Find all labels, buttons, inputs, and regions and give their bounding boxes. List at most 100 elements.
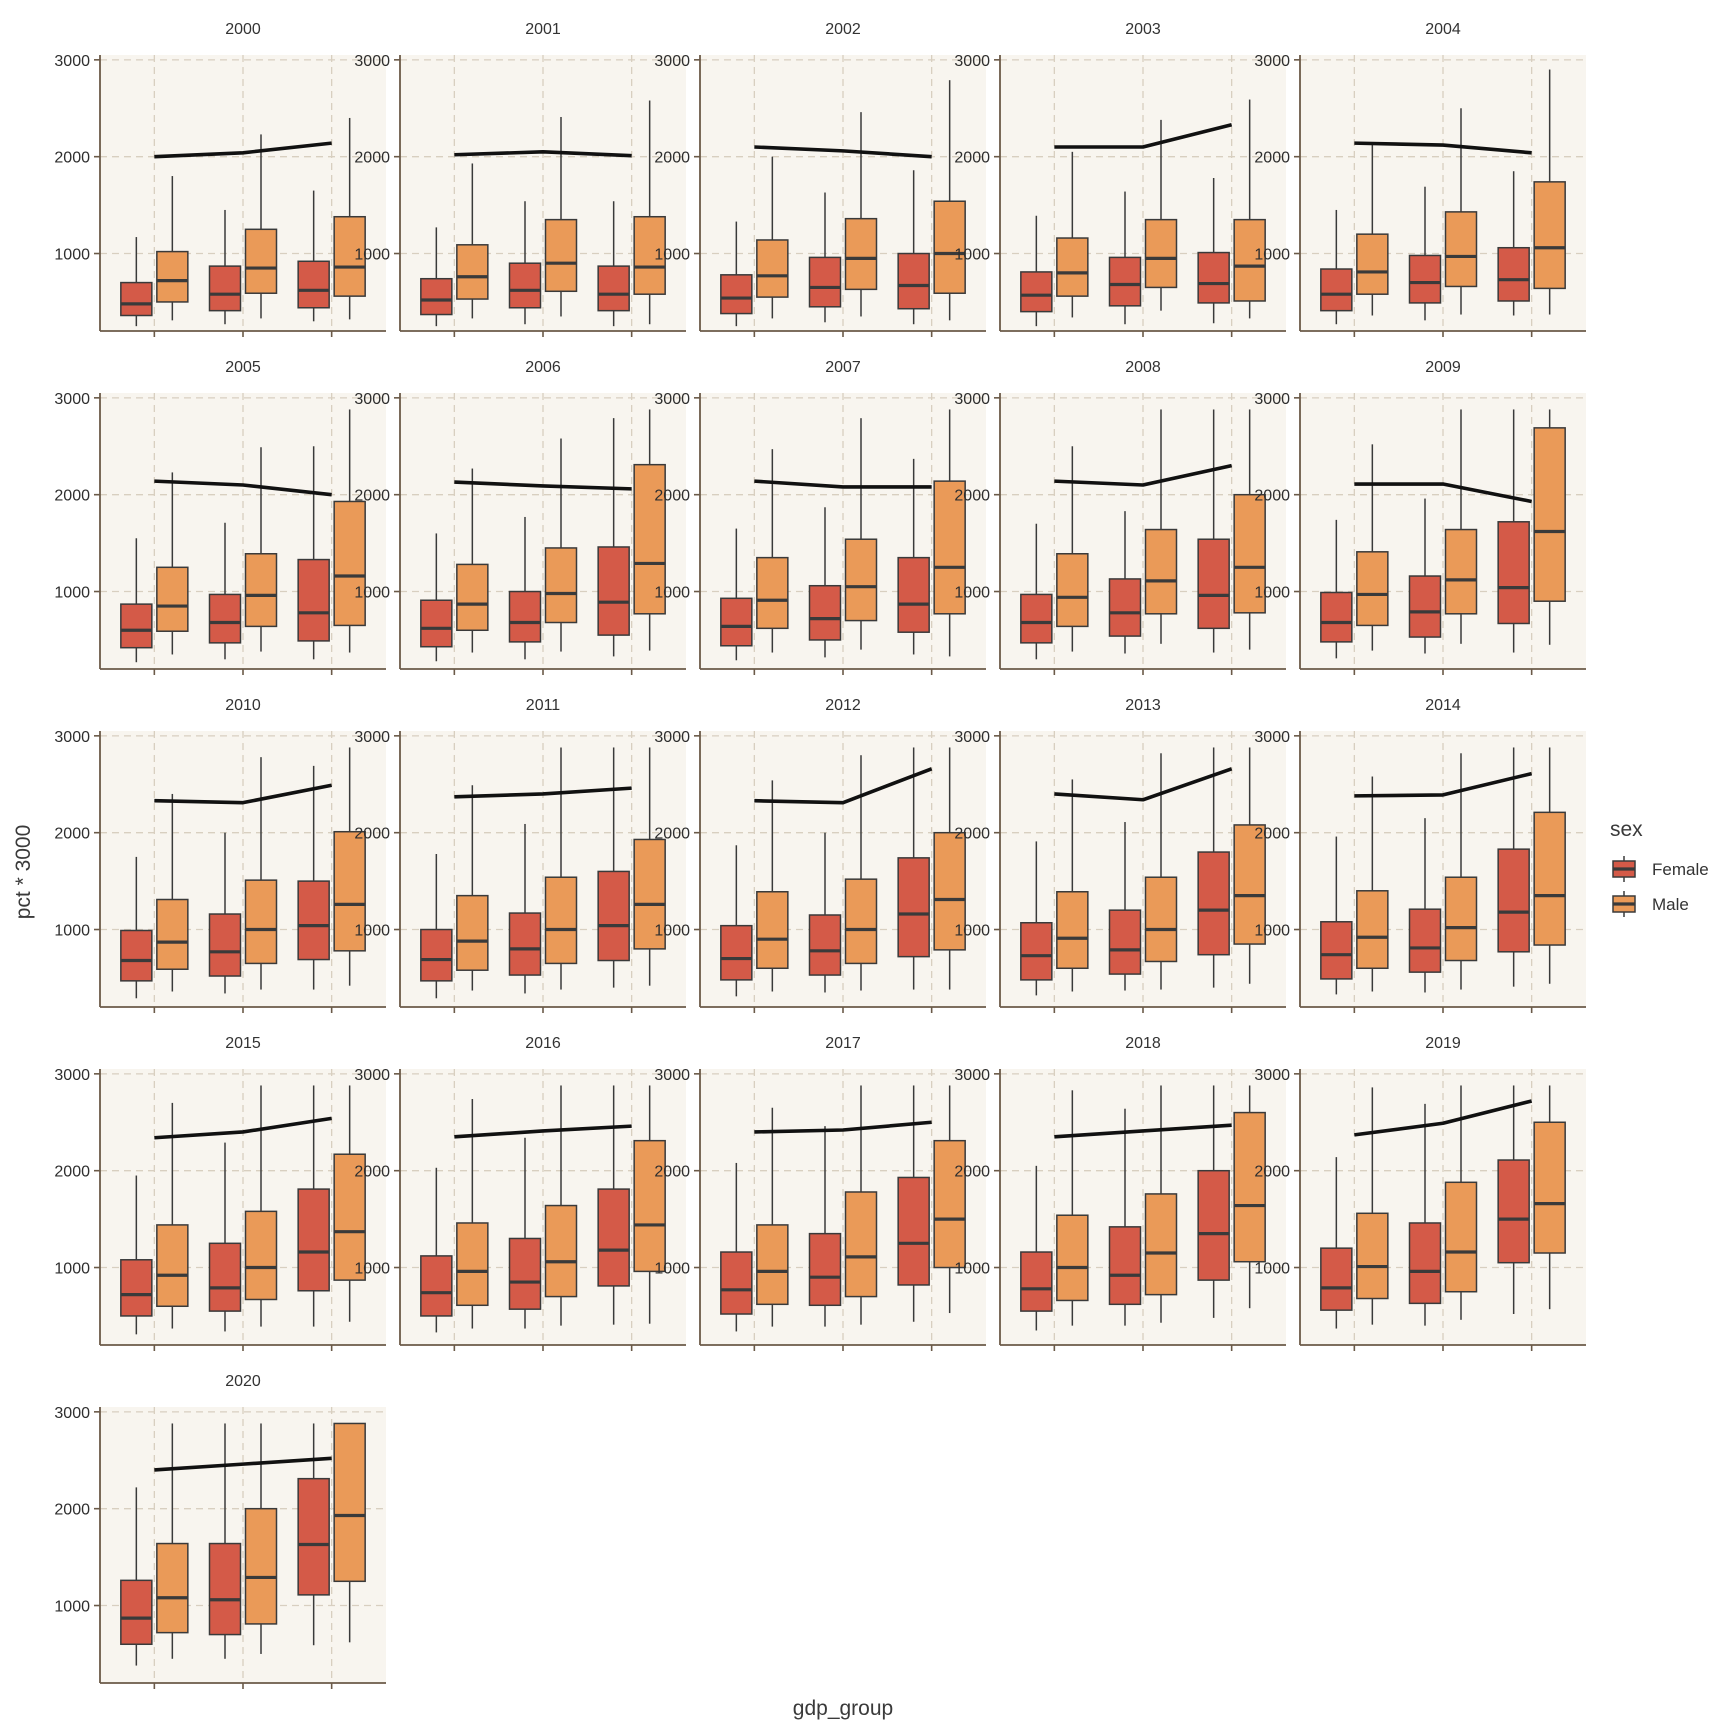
y-tick-label: 2000 — [954, 488, 990, 505]
box-female-group-1 — [120, 1175, 153, 1335]
box-iqr — [244, 1507, 278, 1625]
box-male-group-2 — [1144, 1085, 1178, 1323]
y-tick-label: 2000 — [354, 150, 390, 167]
box-male-group-1 — [1056, 446, 1089, 652]
y-tick-label: 1000 — [954, 247, 990, 264]
facet-panel-2014: 2014 1000 2000 3000 — [1254, 697, 1586, 1013]
y-tick-label: 2000 — [54, 1164, 90, 1181]
box-iqr — [1497, 521, 1530, 625]
box-iqr — [897, 252, 930, 310]
y-tick-label: 2000 — [654, 826, 690, 843]
facet-panel-2015: 2015 1000 2000 3000 — [54, 1035, 386, 1351]
box-iqr — [156, 566, 189, 632]
box-iqr — [208, 265, 242, 312]
mean-trend-line — [754, 1120, 932, 1134]
box-male-group-1 — [1356, 776, 1389, 992]
facet-title: 2002 — [825, 21, 861, 38]
box-iqr — [1497, 246, 1530, 302]
box-male-group-2 — [844, 418, 878, 650]
box-iqr — [1320, 591, 1353, 643]
box-female-group-2 — [208, 522, 242, 660]
y-tick-label: 1000 — [954, 1261, 990, 1278]
box-iqr — [508, 1237, 542, 1310]
box-female-group-2 — [1108, 822, 1142, 991]
box-female-group-1 — [1320, 836, 1353, 995]
box-iqr — [208, 1242, 242, 1312]
box-iqr — [508, 912, 542, 976]
box-female-group-1 — [420, 227, 453, 327]
box-male-group-3 — [333, 409, 366, 653]
y-tick-label: 3000 — [54, 391, 90, 408]
y-tick-label: 2000 — [954, 150, 990, 167]
box-iqr — [897, 556, 930, 633]
box-iqr — [720, 274, 753, 315]
box-iqr — [1108, 1226, 1142, 1306]
box-male-group-1 — [1356, 444, 1389, 651]
box-iqr — [156, 898, 189, 970]
box-iqr — [1144, 528, 1178, 615]
facet-panel-2016: 2016 1000 2000 3000 — [354, 1035, 686, 1351]
facet-title: 2019 — [1425, 1035, 1461, 1052]
y-tick-label: 3000 — [54, 1067, 90, 1084]
box-iqr — [1533, 1121, 1566, 1254]
box-male-group-2 — [544, 1085, 578, 1326]
facet-panel-2013: 2013 1000 2000 3000 — [954, 697, 1286, 1013]
box-male-group-2 — [1144, 753, 1178, 990]
box-iqr — [1108, 909, 1142, 975]
box-male-group-2 — [844, 112, 878, 317]
box-male-group-2 — [244, 447, 278, 652]
mean-trend-line — [154, 1456, 332, 1472]
box-female-group-1 — [720, 528, 753, 661]
box-female-group-1 — [420, 533, 453, 662]
box-iqr — [508, 590, 542, 643]
y-tick-label: 3000 — [354, 1067, 390, 1084]
box-iqr — [1056, 891, 1089, 970]
box-female-group-1 — [420, 853, 453, 999]
legend-label: Male — [1652, 895, 1689, 914]
box-iqr — [508, 262, 542, 309]
box-iqr — [1444, 876, 1478, 962]
box-iqr — [808, 914, 842, 976]
box-female-group-3 — [897, 747, 930, 990]
facet-title: 2010 — [225, 697, 261, 714]
box-iqr — [297, 880, 330, 961]
box-iqr — [1356, 233, 1389, 295]
y-tick-label: 3000 — [54, 53, 90, 70]
box-iqr — [933, 1139, 966, 1269]
box-iqr — [297, 1188, 330, 1292]
box-iqr — [420, 277, 453, 316]
facet-title: 2017 — [825, 1035, 861, 1052]
box-iqr — [933, 200, 966, 294]
box-iqr — [844, 878, 878, 965]
box-male-group-1 — [456, 1099, 489, 1329]
box-male-group-3 — [333, 1085, 366, 1322]
facet-panel-2005: 2005 1000 2000 3000 — [54, 359, 386, 675]
facet-title: 2011 — [526, 697, 561, 714]
facet-panels: 2000 1000 2000 3000 2001 1000 2000 3000 2002 1000… — [54, 21, 1586, 1689]
legend-item-female: Female — [1610, 855, 1709, 883]
legend: sex Female Male — [1610, 818, 1709, 918]
box-male-group-2 — [544, 747, 578, 990]
facet-panel-2011: 2011 1000 2000 3000 — [354, 697, 686, 1013]
mean-trend-line — [754, 145, 932, 159]
box-iqr — [1497, 848, 1530, 953]
y-tick-label: 2000 — [654, 488, 690, 505]
legend-item-male: Male — [1610, 890, 1689, 918]
box-iqr — [420, 1255, 453, 1317]
facet-title: 2013 — [1125, 697, 1161, 714]
y-tick-label: 2000 — [954, 826, 990, 843]
box-male-group-1 — [156, 176, 189, 321]
y-tick-label: 2000 — [1254, 150, 1290, 167]
box-female-group-2 — [808, 507, 842, 658]
box-iqr — [1533, 427, 1566, 602]
box-iqr — [1108, 256, 1142, 307]
box-iqr — [208, 1542, 242, 1636]
facet-title: 2003 — [1125, 21, 1161, 38]
box-iqr — [1020, 271, 1053, 313]
facet-panel-2002: 2002 1000 2000 3000 — [654, 21, 986, 337]
box-iqr — [1444, 1181, 1478, 1293]
box-female-group-2 — [508, 201, 542, 325]
box-iqr — [597, 265, 630, 312]
box-male-group-3 — [333, 117, 366, 320]
facet-panel-2003: 2003 1000 2000 3000 — [954, 21, 1286, 337]
